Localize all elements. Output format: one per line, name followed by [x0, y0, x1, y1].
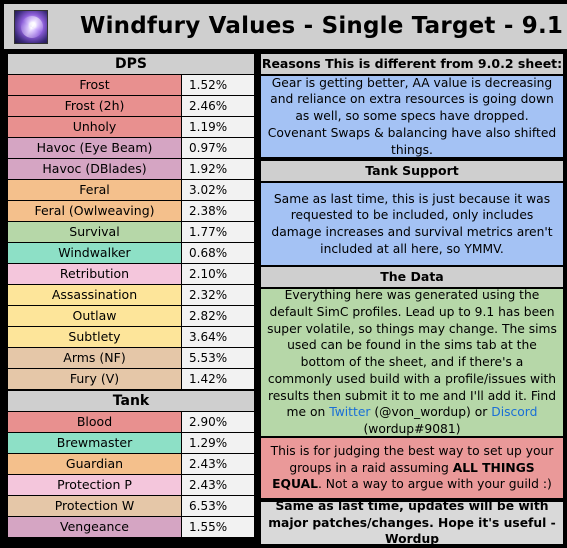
reasons-heading: Reasons This is different from 9.0.2 she… [261, 54, 563, 74]
tank-heading: Tank [8, 391, 254, 411]
spec-name: Feral (Owlweaving) [8, 201, 181, 221]
spec-name: Protection P [8, 475, 181, 495]
spec-name: Frost [8, 75, 181, 95]
spec-row-retribution: Retribution 2.10% [8, 264, 254, 284]
tank-support-section: Tank Support Same as last time, this is … [261, 161, 563, 265]
windfury-totem-icon [14, 10, 48, 44]
spec-name: Frost (2h) [8, 96, 181, 116]
spec-value: 2.38% [182, 201, 254, 221]
spec-value: 6.53% [182, 496, 254, 516]
spec-row-assassination: Assassination 2.32% [8, 285, 254, 305]
spec-name: Unholy [8, 117, 181, 137]
tank-support-text: Same as last time, this is just because … [271, 191, 553, 256]
notes-panel: Reasons This is different from 9.0.2 she… [261, 54, 563, 546]
spec-value: 2.90% [182, 412, 254, 432]
spec-name: Blood [8, 412, 181, 432]
the-data-heading: The Data [261, 267, 563, 287]
spec-value: 1.77% [182, 222, 254, 242]
spec-value: 1.19% [182, 117, 254, 137]
discord-handle: (wordup#9081) [363, 421, 461, 436]
spec-name: Vengeance [8, 517, 181, 537]
spec-value: 1.29% [182, 433, 254, 453]
the-data-body: Everything here was generated using the … [261, 287, 563, 437]
spec-row-feral-owlweaving: Feral (Owlweaving) 2.38% [8, 201, 254, 221]
spec-row-feral: Feral 3.02% [8, 180, 254, 200]
disclaimer-bold: ALL THINGS EQUAL [272, 460, 535, 492]
reasons-body: Gear is getting better, AA value is decr… [261, 76, 563, 157]
spec-name: Havoc (DBlades) [8, 159, 181, 179]
spec-row-frost-2h: Frost (2h) 2.46% [8, 96, 254, 116]
disclaimer-part-b: . Not a way to argue with your guild :) [317, 477, 552, 492]
spec-row-brewmaster: Brewmaster 1.29% [8, 433, 254, 453]
spec-name: Subtlety [8, 327, 181, 347]
spec-name: Protection W [8, 496, 181, 516]
discord-link[interactable]: Discord [491, 405, 538, 420]
tank-support-heading: Tank Support [261, 161, 563, 181]
spec-name: Survival [8, 222, 181, 242]
spec-name: Outlaw [8, 306, 181, 326]
spec-name: Windwalker [8, 243, 181, 263]
spec-value: 1.42% [182, 369, 254, 389]
spec-value: 1.55% [182, 517, 254, 537]
page-title: Windfury Values - Single Target - 9.1 [80, 13, 564, 39]
spec-value: 2.32% [182, 285, 254, 305]
footer-text: Same as last time, updates will be with … [268, 498, 556, 547]
spec-value: 3.64% [182, 327, 254, 347]
tank-support-body: Same as last time, this is just because … [261, 183, 563, 265]
spec-value: 0.68% [182, 243, 254, 263]
spec-value: 1.92% [182, 159, 254, 179]
spec-row-havoc-eye-beam: Havoc (Eye Beam) 0.97% [8, 138, 254, 158]
spec-name: Retribution [8, 264, 181, 284]
spec-row-protection-p: Protection P 2.43% [8, 475, 254, 495]
twitter-handle: (@von_wordup) or [370, 405, 492, 420]
footer-body: Same as last time, updates will be with … [261, 499, 563, 546]
the-data-main: Everything here was generated using the … [267, 288, 557, 420]
spec-name: Arms (NF) [8, 348, 181, 368]
the-data-section: The Data Everything here was generated u… [261, 267, 563, 436]
spec-value: 2.82% [182, 306, 254, 326]
spec-value: 2.10% [182, 264, 254, 284]
disclaimer-text: This is for judging the best way to set … [267, 443, 557, 493]
spec-row-windwalker: Windwalker 0.68% [8, 243, 254, 263]
values-table: DPS Frost 1.52% Frost (2h) 2.46% Unholy 1.19% H… [8, 54, 254, 544]
header: Windfury Values - Single Target - 9.1 [4, 4, 567, 49]
spec-row-havoc-dblades: Havoc (DBlades) 1.92% [8, 159, 254, 179]
spec-row-unholy: Unholy 1.19% [8, 117, 254, 137]
spec-name: Guardian [8, 454, 181, 474]
spec-value: 5.53% [182, 348, 254, 368]
spec-value: 2.43% [182, 454, 254, 474]
spec-name: Havoc (Eye Beam) [8, 138, 181, 158]
spec-value: 2.46% [182, 96, 254, 116]
disclaimer-body: This is for judging the best way to set … [261, 438, 563, 498]
spec-name: Brewmaster [8, 433, 181, 453]
spec-value: 0.97% [182, 138, 254, 158]
spec-value: 2.43% [182, 475, 254, 495]
reasons-section: Reasons This is different from 9.0.2 she… [261, 54, 563, 157]
reasons-text: Gear is getting better, AA value is decr… [267, 75, 557, 157]
spec-row-outlaw: Outlaw 2.82% [8, 306, 254, 326]
disclaimer-part-a: This is for judging the best way to set … [270, 443, 554, 475]
spec-row-guardian: Guardian 2.43% [8, 454, 254, 474]
spec-row-vengeance: Vengeance 1.55% [8, 517, 254, 537]
footer-note: Same as last time, updates will be with … [261, 499, 563, 546]
the-data-text: Everything here was generated using the … [267, 287, 557, 437]
spec-row-subtlety: Subtlety 3.64% [8, 327, 254, 347]
spec-row-arms-nf: Arms (NF) 5.53% [8, 348, 254, 368]
spec-name: Fury (V) [8, 369, 181, 389]
spec-row-blood: Blood 2.90% [8, 412, 254, 432]
spec-row-fury-v: Fury (V) 1.42% [8, 369, 254, 389]
spec-row-protection-w: Protection W 6.53% [8, 496, 254, 516]
spec-name: Assassination [8, 285, 181, 305]
spec-name: Feral [8, 180, 181, 200]
spec-value: 1.52% [182, 75, 254, 95]
spec-value: 3.02% [182, 180, 254, 200]
disclaimer-section: This is for judging the best way to set … [261, 438, 563, 498]
spec-row-frost: Frost 1.52% [8, 75, 254, 95]
spec-row-survival: Survival 1.77% [8, 222, 254, 242]
dps-heading: DPS [8, 54, 254, 74]
twitter-link[interactable]: Twitter [329, 405, 371, 420]
